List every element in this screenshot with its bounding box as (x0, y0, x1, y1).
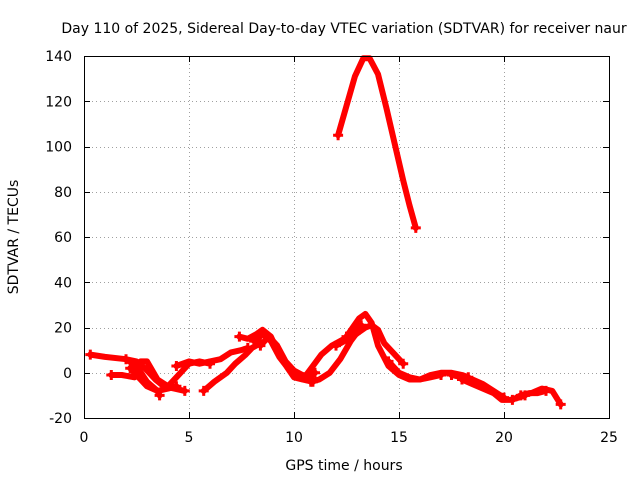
ticks: 0 5 10 15 20 25 -20 0 20 40 60 80 100 120 140 (45, 49, 618, 446)
x-tick-label: 0 (80, 430, 89, 446)
data-point (331, 340, 341, 351)
x-axis-label: GPS time / hours (285, 458, 402, 474)
data-point (507, 394, 518, 405)
y-tick-label: -20 (49, 411, 72, 427)
series-line (200, 340, 264, 394)
series-arc-4 (125, 363, 182, 394)
data-point (446, 370, 457, 380)
grid (84, 56, 609, 418)
data-point (310, 367, 320, 378)
data-point (398, 358, 409, 369)
x-tick-label: 15 (390, 430, 408, 446)
data-point (198, 385, 209, 396)
x-tick-label: 5 (185, 430, 194, 446)
data-point (249, 336, 260, 347)
series-layer (85, 55, 566, 410)
data-point (305, 376, 316, 387)
series-line (173, 344, 251, 369)
y-axis-label: SDTVAR / TECUs (6, 180, 22, 295)
series-line (127, 365, 180, 394)
data-point (171, 381, 182, 392)
data-point (555, 399, 566, 410)
y-tick-label: 80 (54, 185, 72, 201)
series-arc-15 (333, 55, 421, 233)
x-tick-label: 20 (495, 430, 513, 446)
data-point (179, 385, 190, 396)
data-point (234, 331, 245, 342)
data-point (255, 340, 266, 351)
data-point (383, 356, 394, 367)
x-tick-label: 10 (285, 430, 303, 446)
chart-title: Day 110 of 2025, Sidereal Day-to-day VTE… (61, 21, 627, 37)
y-tick-label: 60 (54, 230, 72, 246)
data-point (125, 363, 136, 374)
y-tick-label: 40 (54, 275, 72, 291)
data-point (299, 372, 310, 383)
y-tick-label: 100 (45, 140, 72, 156)
data-point (457, 374, 467, 385)
data-point (171, 361, 182, 371)
x-tick-label: 25 (600, 430, 618, 446)
y-tick-label: 140 (45, 49, 72, 65)
series-arc-19 (515, 385, 566, 410)
data-point (410, 222, 421, 233)
y-tick-label: 0 (63, 366, 72, 382)
data-point (341, 331, 352, 342)
series-line (333, 322, 407, 367)
series-arc-12 (331, 322, 409, 369)
series-line (257, 333, 314, 383)
data-point (333, 130, 344, 141)
data-point (106, 370, 117, 380)
data-point (515, 390, 526, 401)
data-point (85, 349, 96, 360)
data-point (121, 354, 131, 365)
y-tick-label: 20 (54, 321, 72, 337)
series-line (335, 55, 419, 231)
y-tick-label: 120 (45, 94, 72, 110)
series-line (517, 385, 564, 408)
